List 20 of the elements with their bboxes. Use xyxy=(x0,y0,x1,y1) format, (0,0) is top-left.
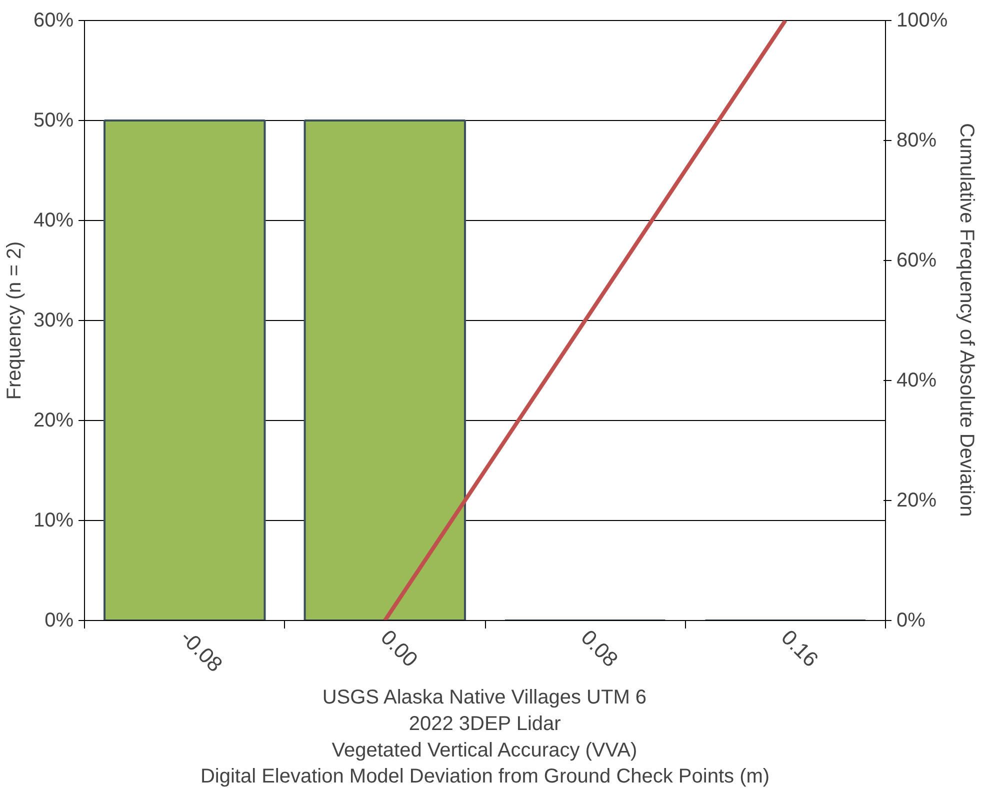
y2-axis-title: Cumulative Frequency of Absolute Deviation xyxy=(956,123,978,517)
y-axis-title: Frequency (n = 2) xyxy=(3,241,26,400)
y-tick-label: 60% xyxy=(33,10,74,32)
y2-tick-label: 60% xyxy=(896,250,937,272)
y2-tick-label: 0% xyxy=(896,610,926,632)
y2-tick-label: 20% xyxy=(896,490,937,512)
y2-tick-label: 80% xyxy=(896,130,937,152)
y-tick-label: 20% xyxy=(33,410,74,432)
y-tick-label: 0% xyxy=(44,610,74,632)
x-axis-title: USGS Alaska Native Villages UTM 6 2022 3DEP Lidar Vegetated Vertical Accuracy (VVA) Digital Elevation Model Deviation from Ground Check Points (m) xyxy=(200,686,770,788)
x-tick-label: 0.00 xyxy=(376,625,422,672)
x-tick-label: 0.16 xyxy=(776,625,823,672)
y-tick-label: 10% xyxy=(33,510,74,532)
y-tick-label: 50% xyxy=(33,110,74,132)
y-tick-label: 30% xyxy=(33,310,74,332)
y2-tick-label: 100% xyxy=(896,10,948,32)
y-tick-label: 40% xyxy=(33,210,74,232)
x-tick-label: 0.08 xyxy=(576,625,623,672)
x-tick-label: -0.08 xyxy=(176,625,228,677)
y2-tick-label: 40% xyxy=(896,370,937,392)
